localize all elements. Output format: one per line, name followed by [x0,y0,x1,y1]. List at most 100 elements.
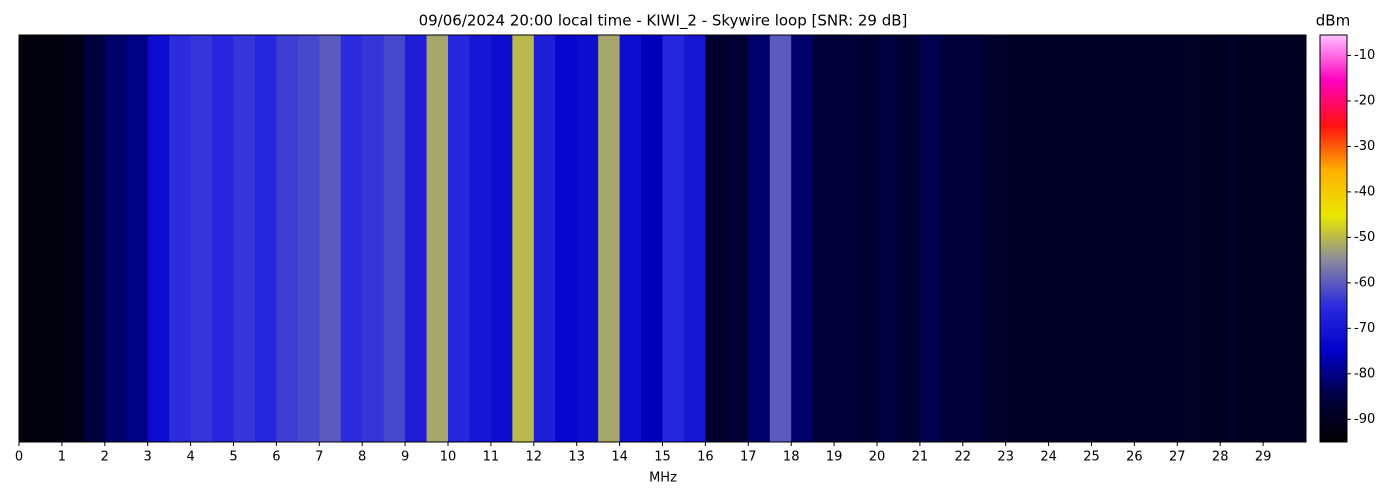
spectrum-column [1284,35,1307,442]
colorbar-tick-label: -30 [1354,139,1375,154]
spectrum-column [898,35,921,442]
colorbar [1319,34,1348,443]
colorbar-tick-label: -20 [1354,93,1375,108]
spectrum-column [1177,35,1200,442]
spectrum-column [362,35,385,442]
spectrum-column [276,35,299,442]
spectrum-column [1155,35,1178,442]
spectrum-column [490,35,513,442]
x-tick-label: 22 [955,450,972,465]
spectrum-column [83,35,106,442]
spectrum-column [319,35,342,442]
spectrum-column [598,35,621,442]
spectrum-column [683,35,706,442]
spectrum-column [469,35,492,442]
x-tick-label: 7 [315,450,323,465]
x-tick-label: 0 [15,450,23,465]
x-tick-label: 24 [1040,450,1057,465]
colorbar-tick-label: -80 [1354,366,1375,381]
x-tick-label: 3 [144,450,152,465]
spectrum-column [254,35,277,442]
x-tick-label: 27 [1169,450,1186,465]
x-tick-label: 10 [440,450,457,465]
x-tick-label: 11 [483,450,500,465]
x-tick-label: 1 [58,450,66,465]
x-tick-label: 5 [229,450,237,465]
spectrum-column [426,35,449,442]
spectrum-column [662,35,685,442]
spectrum-column [169,35,192,442]
x-tick-label: 15 [654,450,671,465]
colorbar-tick-label: -50 [1354,230,1375,245]
spectrum-column [769,35,792,442]
spectrum-column [576,35,599,442]
x-tick-label: 18 [783,450,800,465]
spectrum-column [791,35,814,442]
spectrum-column [1091,35,1114,442]
spectrum-column [212,35,234,442]
spectrum-column [726,35,749,442]
x-tick-label: 29 [1255,450,1272,465]
spectrum-column [748,35,771,442]
x-tick-label: 8 [358,450,366,465]
spectrum-column [1027,35,1050,442]
x-tick-label: 23 [997,450,1014,465]
x-axis-label: MHz [649,471,677,486]
spectrum-column [984,35,1007,442]
spectrum-column [1112,35,1135,442]
x-tick-label: 6 [272,450,280,465]
colorbar-label: dBm [1316,12,1350,30]
spectrum-column [941,35,964,442]
spectrum-column [512,35,535,442]
x-tick-label: 12 [526,450,543,465]
colorbar-tick-label: -10 [1354,48,1375,63]
spectrum-column [1220,35,1243,442]
x-tick-label: 14 [611,450,628,465]
spectrum-column [555,35,578,442]
spectrum-column [297,35,320,442]
spectrum-column [19,35,41,442]
spectrum-column [1005,35,1028,442]
spectrum-column [147,35,170,442]
chart-title: 09/06/2024 20:00 local time - KIWI_2 - S… [419,12,908,31]
spectrum-column [448,35,470,442]
spectrum-column [812,35,835,442]
x-tick-label: 16 [697,450,714,465]
x-tick-label: 28 [1212,450,1229,465]
spectrum-column [190,35,213,442]
x-tick-label: 9 [401,450,409,465]
x-tick-label: 26 [1126,450,1143,465]
colorbar-tick-label: -40 [1354,184,1375,199]
spectrum-column [1134,35,1157,442]
colorbar-tick-label: -60 [1354,275,1375,290]
spectrum-column [1070,35,1092,442]
spectrum-column [877,35,899,442]
spectrum-column [1198,35,1221,442]
spectrum-column [340,35,363,442]
spectrum-column [1263,35,1286,442]
spectrum-column [962,35,985,442]
spectrum-column [1048,35,1071,442]
x-tick-label: 2 [101,450,109,465]
spectrum-column [834,35,857,442]
x-tick-label: 4 [186,450,194,465]
spectrum-column [641,35,663,442]
spectrum-column [1241,35,1264,442]
spectrum-column [919,35,942,442]
x-tick-label: 17 [740,450,757,465]
x-tick-label: 19 [826,450,843,465]
spectrum-column [533,35,556,442]
spectrum-column [705,35,728,442]
x-tick-label: 20 [869,450,886,465]
spectrum-column [405,35,428,442]
spectrum-column [855,35,878,442]
spectrum-column [233,35,256,442]
spectrum-column [40,35,63,442]
x-tick-label: 25 [1083,450,1100,465]
spectrum-column [61,35,84,442]
spectrum-column [383,35,406,442]
spectrum-column [104,35,127,442]
plot-area [19,35,1307,442]
x-tick-label: 21 [912,450,929,465]
spectrum-column [126,35,149,442]
